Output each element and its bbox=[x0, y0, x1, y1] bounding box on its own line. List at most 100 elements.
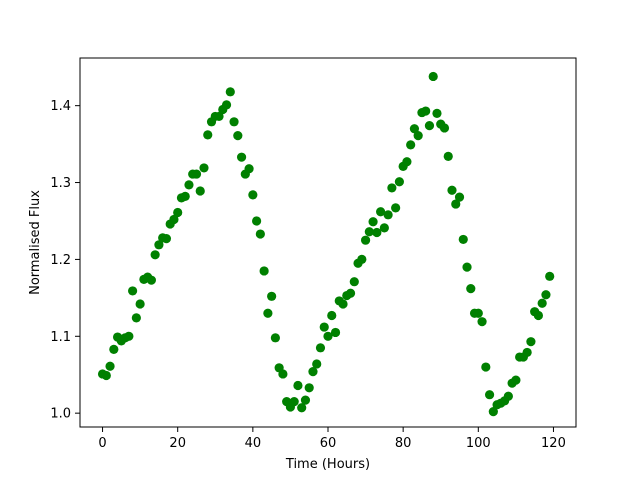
data-point bbox=[364, 227, 374, 237]
data-point bbox=[154, 240, 164, 250]
data-point bbox=[488, 407, 498, 417]
data-point bbox=[203, 130, 213, 140]
data-point bbox=[432, 108, 442, 118]
data-point bbox=[443, 151, 453, 161]
data-point bbox=[503, 391, 513, 401]
data-point bbox=[522, 347, 532, 358]
data-point bbox=[236, 152, 247, 162]
data-point bbox=[484, 390, 495, 400]
data-point bbox=[541, 290, 551, 300]
data-point bbox=[368, 217, 378, 227]
data-point bbox=[221, 100, 232, 110]
data-point bbox=[526, 337, 536, 347]
data-point bbox=[304, 383, 314, 393]
data-point bbox=[278, 369, 288, 379]
data-point bbox=[402, 157, 412, 167]
data-point bbox=[248, 190, 258, 200]
data-point bbox=[169, 214, 179, 225]
x-tick-label: 80 bbox=[395, 436, 412, 451]
data-point bbox=[454, 192, 465, 202]
data-point bbox=[214, 111, 224, 122]
y-axis-ticks: 1.0 1.1 1.2 1.3 1.4 bbox=[50, 99, 80, 422]
data-point bbox=[135, 299, 145, 309]
data-point bbox=[244, 164, 254, 174]
x-tick-label: 100 bbox=[466, 436, 491, 451]
data-point bbox=[451, 199, 461, 209]
data-point bbox=[173, 207, 183, 218]
data-point bbox=[184, 180, 194, 190]
data-point bbox=[124, 331, 134, 341]
data-point bbox=[406, 140, 416, 150]
data-point bbox=[372, 227, 382, 238]
data-point bbox=[180, 191, 190, 201]
data-point bbox=[376, 207, 386, 217]
x-tick-label: 40 bbox=[245, 436, 262, 451]
data-point bbox=[462, 262, 472, 272]
data-point bbox=[315, 343, 326, 353]
data-point bbox=[424, 121, 435, 131]
x-tick-label: 60 bbox=[320, 436, 337, 451]
data-point bbox=[473, 308, 483, 318]
data-point bbox=[379, 223, 389, 233]
data-point bbox=[409, 124, 420, 134]
y-tick-label: 1.4 bbox=[50, 99, 71, 114]
data-point bbox=[293, 380, 303, 391]
data-point bbox=[191, 169, 202, 179]
data-point bbox=[545, 271, 555, 281]
data-point bbox=[533, 310, 544, 321]
y-tick-label: 1.3 bbox=[50, 176, 71, 191]
data-point bbox=[394, 177, 404, 187]
data-point bbox=[466, 284, 476, 294]
data-point bbox=[263, 308, 273, 318]
data-point bbox=[458, 234, 468, 245]
x-axis-ticks: 0 20 40 60 80 100 120 bbox=[98, 427, 566, 451]
data-point bbox=[150, 250, 160, 260]
data-point bbox=[428, 71, 438, 82]
data-point bbox=[199, 163, 209, 173]
data-point bbox=[537, 298, 547, 308]
data-point bbox=[289, 397, 299, 407]
data-point bbox=[413, 131, 423, 141]
data-point bbox=[259, 266, 269, 276]
y-tick-label: 1.1 bbox=[50, 330, 71, 345]
data-point bbox=[387, 183, 397, 193]
data-point bbox=[349, 277, 359, 287]
data-point bbox=[128, 286, 138, 296]
data-point bbox=[300, 395, 311, 405]
x-tick-label: 20 bbox=[169, 436, 186, 451]
data-point bbox=[511, 375, 521, 385]
data-point bbox=[391, 203, 401, 213]
data-point bbox=[481, 362, 491, 372]
data-point bbox=[345, 288, 356, 298]
data-point bbox=[267, 291, 277, 301]
data-point bbox=[101, 370, 111, 381]
data-point bbox=[360, 235, 371, 245]
data-point bbox=[229, 117, 239, 127]
data-point bbox=[255, 229, 265, 239]
y-tick-label: 1.0 bbox=[50, 407, 71, 422]
data-point bbox=[270, 333, 280, 343]
data-point bbox=[323, 331, 333, 341]
data-point bbox=[195, 186, 205, 196]
data-point bbox=[161, 234, 172, 244]
y-tick-label: 1.2 bbox=[50, 253, 71, 268]
data-point bbox=[421, 106, 431, 116]
data-point bbox=[105, 361, 115, 371]
x-tick-label: 0 bbox=[98, 436, 106, 451]
data-point bbox=[383, 210, 393, 220]
data-point bbox=[308, 367, 318, 377]
data-point bbox=[357, 254, 367, 265]
data-point bbox=[109, 344, 119, 354]
data-point bbox=[233, 131, 243, 141]
data-point bbox=[297, 403, 307, 413]
data-point bbox=[131, 313, 141, 323]
x-tick-label: 120 bbox=[541, 436, 566, 451]
data-point bbox=[146, 275, 156, 285]
data-point bbox=[447, 185, 457, 195]
data-point bbox=[330, 327, 341, 338]
data-point bbox=[338, 299, 348, 309]
data-point bbox=[225, 87, 235, 97]
